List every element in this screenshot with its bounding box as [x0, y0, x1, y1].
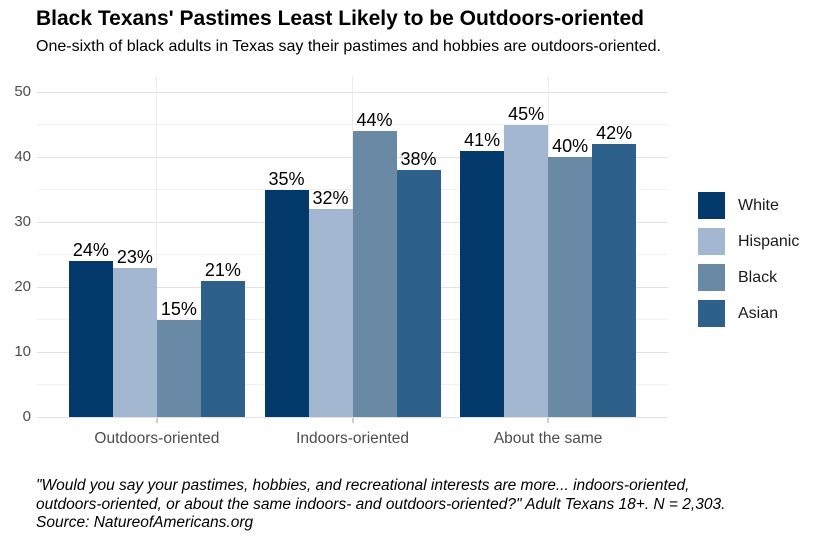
- bar-value-label: 38%: [400, 149, 437, 169]
- vertical-gridline: [156, 76, 158, 417]
- bar-value-label: 21%: [204, 259, 241, 280]
- x-axis-category-label: Indoors-oriented: [296, 430, 409, 447]
- chart-footnote: "Would you say your pastimes, hobbies, a…: [36, 477, 725, 533]
- bar-about-the-same-hispanic: [504, 124, 549, 417]
- bar-value-label: 41%: [464, 129, 501, 150]
- chart-title: Black Texans' Pastimes Least Likely to b…: [36, 7, 644, 30]
- bar-about-the-same-white: [460, 150, 505, 417]
- bar-value-label: 44%: [356, 110, 393, 130]
- y-axis-tick-label: 30: [14, 213, 31, 230]
- bar-indoors-oriented-black: [352, 131, 397, 417]
- legend-label-black: Black: [738, 268, 778, 286]
- legend-label-white: White: [738, 196, 779, 214]
- bar-value-label: 42%: [596, 123, 633, 143]
- bar-about-the-same-asian: [592, 144, 637, 417]
- y-axis-tick-label: 20: [14, 278, 31, 295]
- legend-swatch-asian: [698, 300, 725, 327]
- y-axis-tick-label: 40: [14, 148, 31, 165]
- x-axis-category-label: Outdoors-oriented: [94, 430, 220, 447]
- legend-swatch-white: [698, 192, 725, 219]
- y-axis-tick-label: 50: [14, 83, 31, 100]
- x-axis-tick-mark: [155, 418, 158, 423]
- bar-value-label: 32%: [312, 188, 349, 208]
- bar-value-label: 45%: [508, 103, 545, 124]
- legend-label-asian: Asian: [738, 304, 779, 322]
- x-axis-tick-mark: [547, 418, 550, 423]
- bar-indoors-oriented-hispanic: [308, 209, 353, 417]
- legend: White Hispanic Black Asian: [698, 192, 799, 336]
- bar-value-label: 35%: [268, 168, 305, 189]
- bar-indoors-oriented-white: [264, 189, 309, 417]
- x-axis-category-label: About the same: [493, 430, 603, 447]
- legend-swatch-black: [698, 264, 725, 291]
- legend-item-asian: Asian: [698, 300, 799, 327]
- y-axis-tick-label: 10: [14, 343, 31, 360]
- bar-value-label: 23%: [116, 246, 153, 267]
- legend-swatch-hispanic: [698, 228, 725, 255]
- legend-item-white: White: [698, 192, 799, 219]
- bar-value-label: 24%: [72, 240, 109, 260]
- footnote-line-1: "Would you say your pastimes, hobbies, a…: [36, 477, 690, 494]
- y-axis-tick-label: 0: [22, 408, 31, 425]
- footnote-line-3: Source: NatureofAmericans.org: [36, 514, 254, 531]
- legend-item-black: Black: [698, 264, 799, 291]
- bar-outdoors-oriented-black: [156, 319, 201, 417]
- legend-item-hispanic: Hispanic: [698, 228, 799, 255]
- bar-value-label: 40%: [552, 136, 589, 156]
- footnote-line-2: outdoors-oriented, or about the same ind…: [36, 495, 726, 513]
- bar-outdoors-oriented-asian: [200, 280, 245, 417]
- bar-value-label: 15%: [160, 298, 197, 319]
- bar-indoors-oriented-asian: [396, 170, 441, 417]
- legend-label-hispanic: Hispanic: [738, 232, 800, 250]
- bar-outdoors-oriented-white: [68, 261, 113, 417]
- x-axis-tick-mark: [351, 418, 354, 423]
- bar-outdoors-oriented-hispanic: [112, 267, 157, 417]
- major-gridline: [37, 416, 668, 418]
- chart-subtitle: One-sixth of black adults in Texas say t…: [36, 38, 661, 55]
- bar-about-the-same-black: [548, 157, 593, 417]
